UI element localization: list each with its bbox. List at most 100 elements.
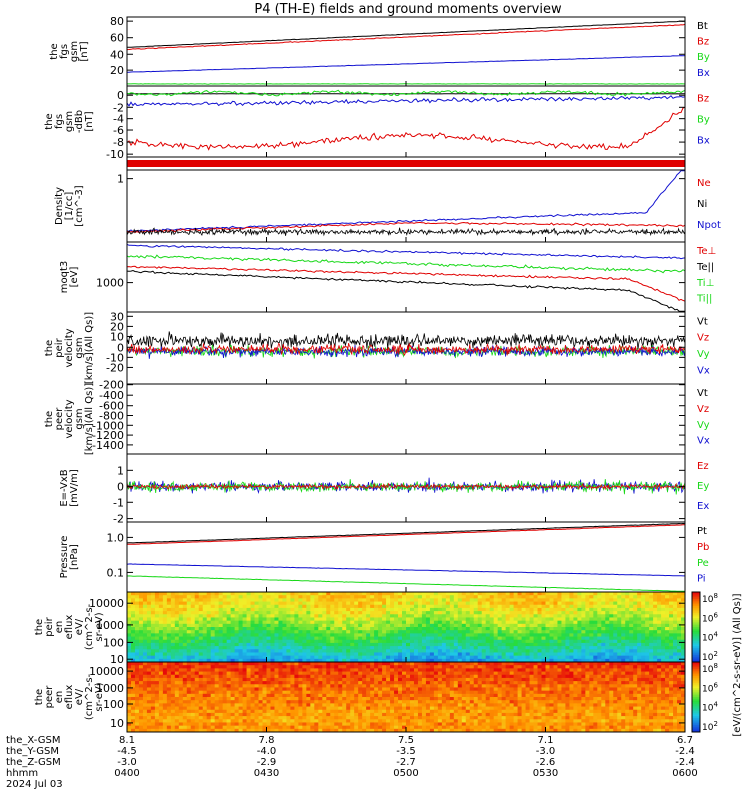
spectrogram-cell (159, 665, 163, 669)
spectrogram-cell (589, 649, 593, 653)
spectrogram-cell (462, 602, 466, 606)
spectrogram-cell (219, 652, 223, 656)
panel-frame (127, 522, 685, 592)
spectrogram-cell (159, 713, 163, 717)
spectrogram-cell (270, 611, 274, 615)
spectrogram-cell (207, 716, 211, 720)
spectrogram-cell (274, 687, 278, 691)
spectrogram-cell (613, 624, 617, 628)
spectrogram-cell (466, 608, 470, 612)
spectrogram-cell (175, 605, 179, 609)
spectrogram-cell (243, 687, 247, 691)
spectrogram-cell (573, 605, 577, 609)
spectrogram-cell (581, 640, 585, 644)
spectrogram-cell (306, 668, 310, 672)
spectrogram-cell (418, 592, 422, 596)
spectrogram-cell (314, 722, 318, 726)
spectrogram-cell (426, 700, 430, 704)
spectrogram-cell (514, 640, 518, 644)
spectrogram-cell (382, 703, 386, 707)
spectrogram-cell (270, 722, 274, 726)
spectrogram-cell (267, 675, 271, 679)
spectrogram-cell (171, 592, 175, 596)
spectrogram-cell (322, 687, 326, 691)
spectrogram-cell (629, 646, 633, 650)
spectrogram-cell (235, 595, 239, 599)
spectrogram-cell (139, 649, 143, 653)
spectrogram-cell (613, 627, 617, 631)
spectrogram-cell (243, 675, 247, 679)
spectrogram-cell (231, 598, 235, 602)
spectrogram-cell (155, 719, 159, 723)
spectrogram-cell (502, 592, 506, 596)
spectrogram-cell (286, 602, 290, 606)
spectrogram-cell (199, 675, 203, 679)
spectrogram-cell (171, 726, 175, 730)
spectrogram-cell (270, 697, 274, 701)
spectrogram-cell (306, 656, 310, 660)
spectrogram-cell (641, 592, 645, 596)
spectrogram-cell (334, 621, 338, 625)
spectrogram-cell (302, 595, 306, 599)
spectrogram-cell (581, 656, 585, 660)
spectrogram-cell (223, 700, 227, 704)
spectrogram-cell (239, 640, 243, 644)
spectrogram-cell (163, 703, 167, 707)
spectrogram-cell (151, 672, 155, 676)
spectrogram-cell (370, 668, 374, 672)
spectrogram-cell (263, 672, 267, 676)
spectrogram-cell (581, 643, 585, 647)
spectrogram-cell (286, 633, 290, 637)
spectrogram-cell (263, 710, 267, 714)
spectrogram-cell (187, 694, 191, 698)
spectrogram-cell (422, 726, 426, 730)
spectrogram-cell (195, 637, 199, 641)
spectrogram-cell (263, 722, 267, 726)
spectrogram-cell (422, 605, 426, 609)
spectrogram-cell (235, 598, 239, 602)
spectrogram-cell (625, 595, 629, 599)
spectrogram-cell (390, 627, 394, 631)
spectrogram-cell (247, 691, 251, 695)
spectrogram-cell (267, 713, 271, 717)
spectrogram-cell (601, 602, 605, 606)
spectrogram-cell (131, 598, 135, 602)
spectrogram-cell (354, 662, 358, 666)
spectrogram-cell (470, 611, 474, 615)
spectrogram-cell (322, 643, 326, 647)
spectrogram-cell (342, 716, 346, 720)
spectrogram-cell (589, 646, 593, 650)
spectrogram-cell (270, 640, 274, 644)
spectrogram-cell (633, 621, 637, 625)
spectrogram-cell (326, 617, 330, 621)
spectrogram-cell (637, 633, 641, 637)
spectrogram-cell (282, 665, 286, 669)
spectrogram-cell (259, 678, 263, 682)
spectrogram-cell (649, 608, 653, 612)
spectrogram-cell (346, 598, 350, 602)
spectrogram-cell (430, 652, 434, 656)
spectrogram-cell (227, 614, 231, 618)
spectrogram-cell (270, 694, 274, 698)
spectrogram-cell (274, 662, 278, 666)
spectrogram-cell (418, 719, 422, 723)
spectrogram-cell (374, 637, 378, 641)
spectrogram-cell (318, 684, 322, 688)
spectrogram-cell (414, 672, 418, 676)
spectrogram-cell (155, 598, 159, 602)
spectrogram-cell (410, 617, 414, 621)
spectrogram-cell (159, 668, 163, 672)
spectrogram-cell (565, 595, 569, 599)
spectrogram-cell (163, 675, 167, 679)
spectrogram-cell (454, 605, 458, 609)
spectrogram-cell (394, 713, 398, 717)
spectrogram-cell (514, 627, 518, 631)
spectrogram-cell (223, 656, 227, 660)
spectrogram-cell (274, 592, 278, 596)
series-Bt (127, 21, 685, 47)
spectrogram-cell (597, 637, 601, 641)
spectrogram-cell (394, 722, 398, 726)
spectrogram-cell (462, 633, 466, 637)
spectrogram-cell (326, 646, 330, 650)
spectrogram-cell (538, 656, 542, 660)
